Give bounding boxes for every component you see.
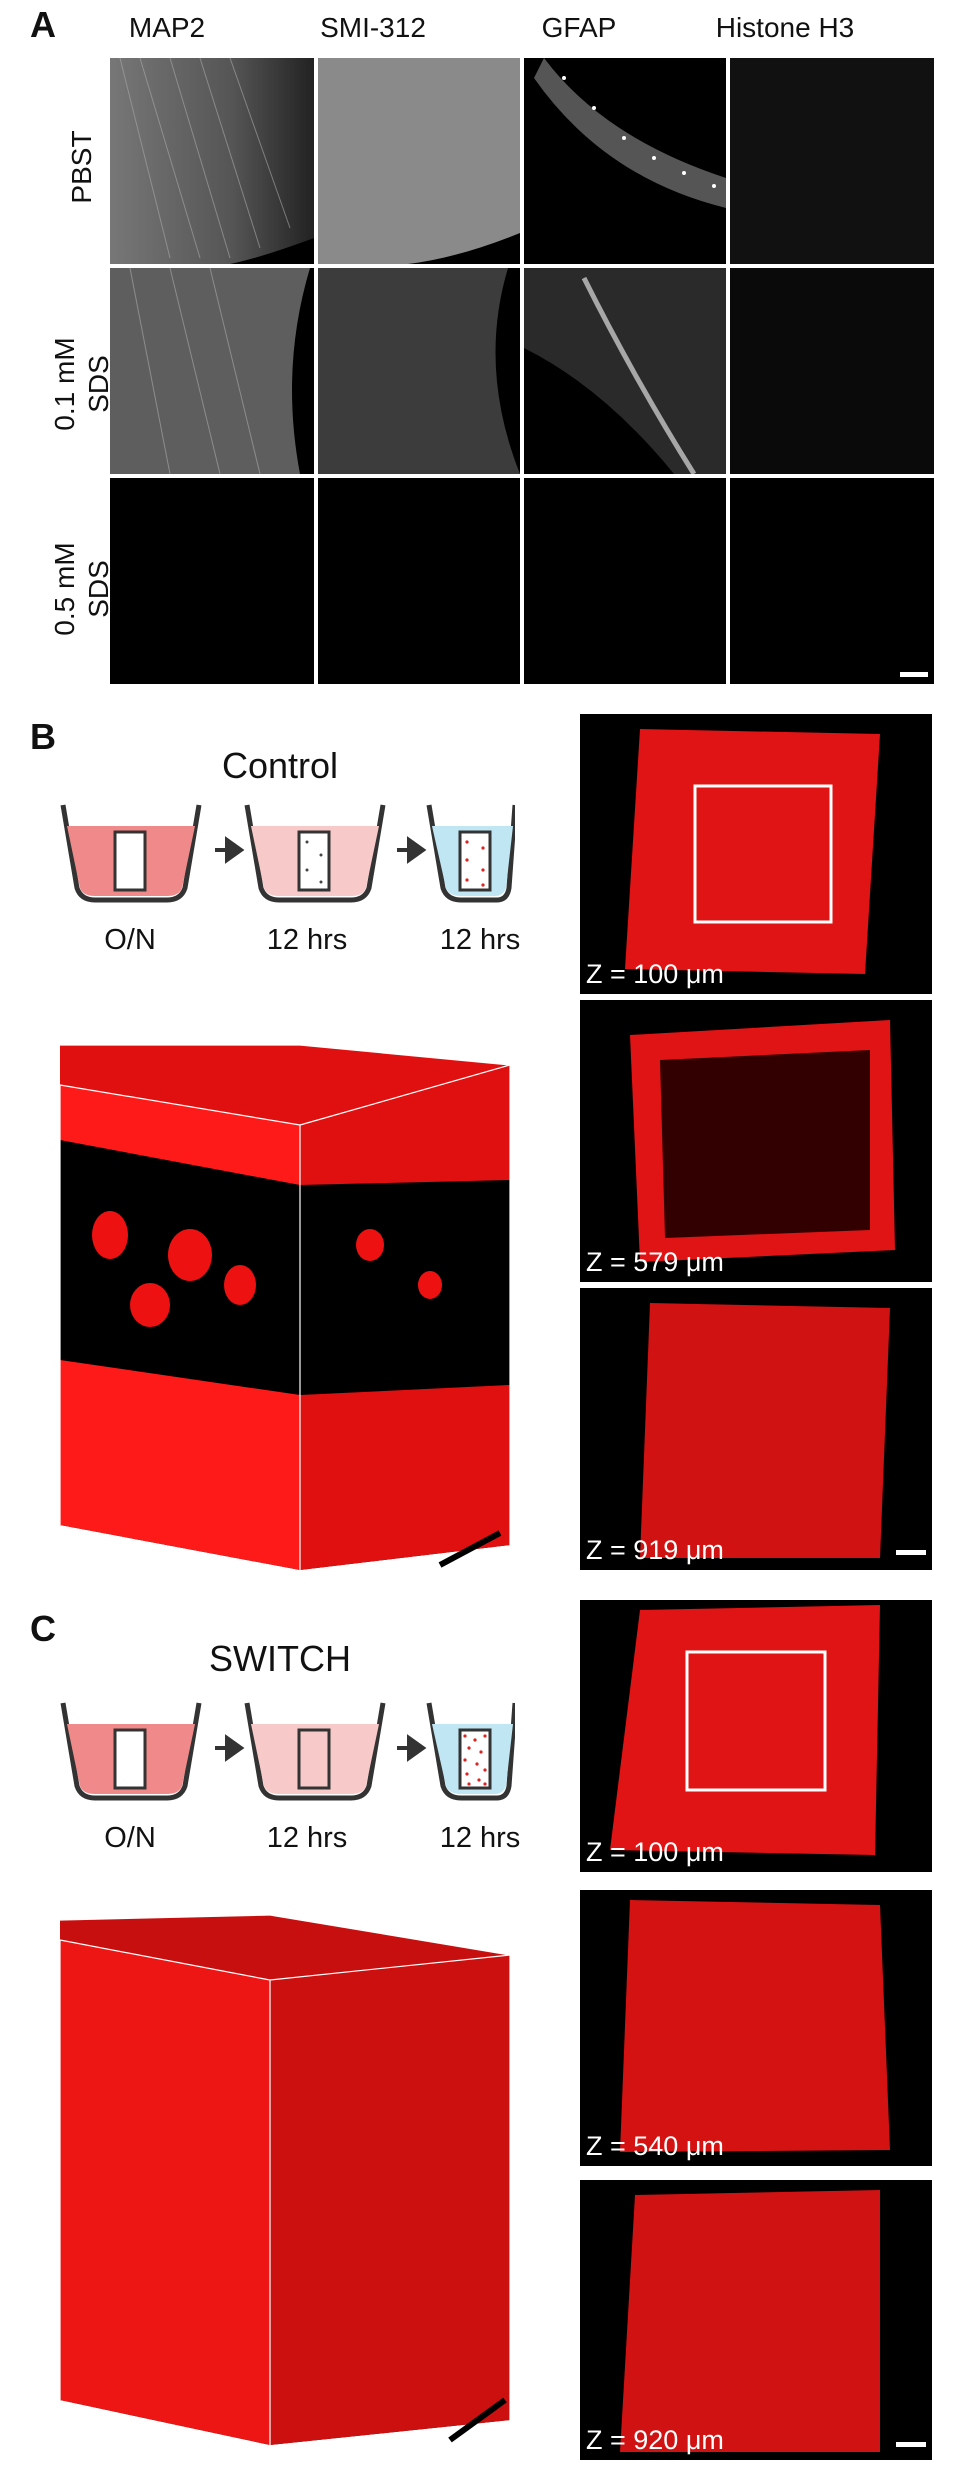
panel-b-title: Control	[221, 745, 339, 786]
tile-pbst-gfap	[524, 58, 726, 264]
panel-b-slice-2-z-label: Z = 579 μm	[586, 1247, 724, 1277]
panel-a-letter: A	[30, 4, 56, 45]
panel-b-3d-volume	[59, 1044, 511, 1570]
tile-pbst-map2	[110, 58, 314, 264]
panel-c-step-1: O/N	[104, 1822, 156, 1854]
row-label-05mm-sds: 0.5 mM SDS	[48, 489, 116, 689]
panel-b-slice-2: Z = 579 μm	[580, 1000, 932, 1282]
panel-b-step-3: 12 hrs	[439, 924, 521, 956]
panel-a-scale-bar	[900, 672, 928, 677]
tile-05mm-smi312	[318, 478, 520, 684]
row-label-05mm-line1: 0.5 mM	[49, 542, 80, 636]
panel-c-slice-1: Z = 100 μm	[580, 1600, 932, 1872]
row-label-pbst: PBST	[65, 67, 99, 267]
panel-b-letter: B	[30, 716, 56, 757]
column-header-histone-h3: Histone H3	[715, 12, 855, 43]
panel-c-title: SWITCH	[209, 1638, 351, 1679]
panel-b-slice-3: Z = 919 μm	[580, 1288, 932, 1570]
tile-01mm-map2	[110, 268, 314, 474]
panel-c-slice-3-z-label: Z = 920 μm	[586, 2425, 724, 2455]
row-label-01mm-line1: 0.1 mM	[49, 337, 80, 431]
panel-c-3d-volume	[59, 1914, 511, 2445]
column-header-map2: MAP2	[128, 12, 206, 43]
tile-05mm-map2	[110, 478, 314, 684]
tile-01mm-histone-h3	[730, 268, 934, 474]
tile-pbst-smi312	[318, 58, 520, 264]
panel-c-slice-1-z-label: Z = 100 μm	[586, 1837, 724, 1867]
panel-b-slice-3-z-label: Z = 919 μm	[586, 1535, 724, 1565]
panel-c-slice-3: Z = 920 μm	[580, 2180, 932, 2460]
panel-b-step-1: O/N	[104, 924, 156, 956]
panel-b-slice-1-z-label: Z = 100 μm	[586, 959, 724, 989]
column-header-gfap: GFAP	[541, 12, 617, 43]
panel-b-slice-1: Z = 100 μm	[580, 714, 932, 994]
row-label-01mm-sds: 0.1 mM SDS	[48, 284, 116, 484]
tile-01mm-gfap	[524, 268, 726, 474]
row-label-pbst-line1: PBST	[66, 130, 97, 204]
panel-b-protocol-diagram	[60, 804, 515, 903]
panel-c-step-2: 12 hrs	[266, 1822, 348, 1854]
tile-01mm-smi312	[318, 268, 520, 474]
panel-c-letter: C	[30, 1608, 56, 1649]
tile-pbst-histone-h3	[730, 58, 934, 264]
panel-c-slice-2-z-label: Z = 540 μm	[586, 2131, 724, 2161]
panel-c-step-3: 12 hrs	[439, 1822, 521, 1854]
panel-c-protocol-diagram	[60, 1702, 515, 1801]
panel-b-scale-bar	[896, 1550, 926, 1555]
panel-b-step-2: 12 hrs	[266, 924, 348, 956]
panel-c-slice-2: Z = 540 μm	[580, 1890, 932, 2166]
tile-05mm-gfap	[524, 478, 726, 684]
column-header-smi312: SMI-312	[320, 12, 426, 43]
tile-05mm-histone-h3	[730, 478, 934, 684]
panel-c-scale-bar	[896, 2442, 926, 2447]
